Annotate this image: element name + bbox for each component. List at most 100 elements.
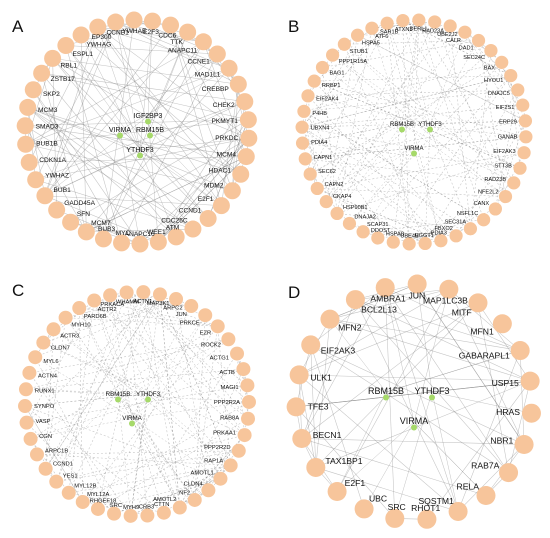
gene-node[interactable] [107, 13, 125, 31]
gene-node[interactable] [319, 195, 333, 209]
gene-node[interactable] [44, 49, 62, 67]
gene-node[interactable] [301, 89, 315, 103]
gene-node[interactable] [295, 120, 309, 134]
gene-node[interactable] [468, 293, 488, 313]
gene-node[interactable] [223, 458, 238, 473]
gene-node[interactable] [16, 117, 34, 135]
gene-node[interactable] [386, 235, 400, 249]
gene-node[interactable] [345, 290, 365, 310]
gene-node[interactable] [57, 36, 75, 54]
gene-node[interactable] [167, 228, 185, 246]
gene-node[interactable] [213, 471, 228, 486]
gene-node[interactable] [198, 308, 213, 323]
hub-node[interactable] [147, 132, 153, 139]
gene-node[interactable] [511, 83, 525, 97]
gene-node[interactable] [375, 278, 395, 298]
gene-node[interactable] [492, 314, 512, 334]
gene-node[interactable] [223, 182, 241, 200]
gene-node[interactable] [201, 483, 216, 498]
gene-node[interactable] [143, 12, 161, 30]
gene-node[interactable] [103, 288, 118, 303]
gene-node[interactable] [28, 350, 43, 365]
gene-node[interactable] [350, 28, 365, 42]
gene-node[interactable] [169, 292, 184, 307]
gene-node[interactable] [477, 213, 491, 227]
gene-node[interactable] [303, 167, 317, 181]
hub-node[interactable] [117, 132, 123, 139]
gene-node[interactable] [187, 492, 202, 507]
gene-node[interactable] [298, 152, 312, 166]
gene-node[interactable] [443, 19, 457, 33]
gene-node[interactable] [240, 129, 258, 147]
gene-node[interactable] [289, 365, 309, 385]
gene-node[interactable] [18, 382, 33, 397]
gene-node[interactable] [61, 485, 76, 500]
hub-node[interactable] [399, 126, 405, 133]
gene-node[interactable] [62, 213, 80, 231]
gene-node[interactable] [18, 399, 33, 414]
gene-node[interactable] [221, 332, 236, 347]
gene-node[interactable] [239, 111, 257, 129]
gene-node[interactable] [356, 225, 370, 239]
gene-node[interactable] [498, 189, 513, 204]
gene-node[interactable] [27, 171, 45, 189]
gene-node[interactable] [140, 508, 155, 523]
gene-node[interactable] [184, 220, 202, 238]
hub-node[interactable] [429, 394, 435, 401]
gene-node[interactable] [520, 371, 540, 391]
gene-node[interactable] [326, 48, 340, 62]
gene-node[interactable] [297, 104, 311, 118]
gene-node[interactable] [518, 114, 533, 128]
gene-node[interactable] [87, 293, 102, 308]
gene-node[interactable] [315, 60, 330, 75]
gene-node[interactable] [49, 474, 64, 489]
gene-node[interactable] [286, 397, 306, 417]
gene-node[interactable] [199, 210, 217, 228]
gene-node[interactable] [476, 485, 496, 505]
gene-node[interactable] [236, 93, 254, 111]
gene-node[interactable] [36, 187, 54, 205]
gene-node[interactable] [365, 21, 379, 35]
gene-node[interactable] [292, 429, 312, 449]
gene-node[interactable] [231, 443, 246, 458]
gene-node[interactable] [517, 146, 531, 160]
gene-node[interactable] [46, 322, 61, 337]
hub-node[interactable] [129, 420, 135, 427]
gene-node[interactable] [327, 482, 347, 502]
hub-node[interactable] [383, 394, 389, 401]
gene-node[interactable] [449, 229, 463, 243]
gene-node[interactable] [306, 457, 326, 477]
gene-node[interactable] [301, 335, 321, 355]
gene-node[interactable] [488, 202, 502, 216]
gene-node[interactable] [507, 176, 521, 190]
gene-node[interactable] [22, 365, 37, 380]
gene-node[interactable] [307, 74, 321, 88]
gene-node[interactable] [20, 153, 38, 171]
gene-node[interactable] [149, 233, 167, 251]
gene-node[interactable] [521, 403, 541, 423]
gene-node[interactable] [36, 335, 51, 350]
gene-node[interactable] [417, 509, 437, 529]
gene-node[interactable] [29, 447, 44, 462]
gene-node[interactable] [354, 499, 374, 519]
gene-node[interactable] [241, 411, 256, 426]
gene-node[interactable] [407, 274, 427, 294]
gene-node[interactable] [229, 75, 247, 93]
gene-node[interactable] [208, 45, 226, 63]
hub-node[interactable] [145, 396, 151, 403]
gene-node[interactable] [48, 201, 66, 219]
hub-node[interactable] [115, 396, 121, 403]
hub-node[interactable] [411, 150, 417, 157]
gene-node[interactable] [24, 81, 42, 99]
gene-node[interactable] [519, 130, 533, 144]
gene-node[interactable] [402, 237, 416, 251]
gene-node[interactable] [510, 341, 530, 361]
gene-node[interactable] [513, 161, 527, 175]
gene-node[interactable] [123, 508, 138, 523]
gene-node[interactable] [125, 11, 143, 29]
gene-node[interactable] [471, 33, 486, 48]
gene-node[interactable] [337, 37, 351, 51]
gene-node[interactable] [330, 206, 344, 220]
gene-node[interactable] [75, 494, 90, 509]
gene-node[interactable] [412, 13, 426, 27]
